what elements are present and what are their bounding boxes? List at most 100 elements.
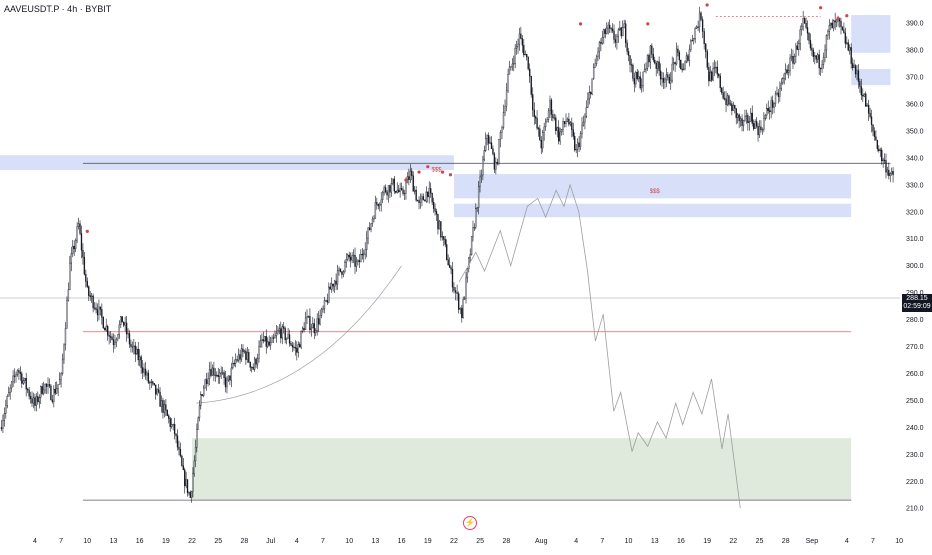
- candle-down: [812, 49, 815, 57]
- candle-up: [682, 68, 685, 71]
- candle-up: [325, 300, 327, 302]
- candle-up: [207, 378, 209, 384]
- candle-down: [818, 54, 820, 69]
- candle-up: [498, 139, 500, 164]
- candle-up: [150, 381, 152, 383]
- candle-down: [648, 55, 650, 63]
- candle-down: [400, 188, 403, 190]
- candle-up: [226, 379, 228, 388]
- candle-down: [29, 395, 32, 399]
- candle-down: [456, 292, 458, 294]
- candle-up: [469, 254, 471, 259]
- candle-up: [370, 223, 372, 231]
- candle-down: [667, 74, 669, 78]
- candle-down: [162, 400, 164, 413]
- candle-down: [451, 268, 454, 288]
- candle-up: [63, 344, 65, 360]
- candle-up: [518, 33, 521, 45]
- candle-down: [539, 128, 541, 141]
- candle-down: [808, 32, 810, 41]
- candle-down: [51, 399, 54, 402]
- candle-down: [851, 63, 854, 69]
- candle-down: [26, 388, 29, 391]
- candle-down: [262, 339, 265, 342]
- candle-up: [483, 150, 485, 161]
- candle-down: [610, 28, 612, 30]
- candle-up: [90, 295, 93, 298]
- candle-up: [297, 344, 299, 353]
- candle-down: [574, 136, 576, 151]
- candle-down: [358, 260, 361, 263]
- candle-up: [12, 375, 14, 383]
- candle-down: [741, 118, 743, 126]
- candle-up: [163, 404, 166, 413]
- candle-up: [690, 40, 692, 51]
- candle-up: [185, 479, 187, 487]
- candle-up: [828, 24, 831, 32]
- candle-down: [83, 256, 86, 275]
- candle-up: [569, 122, 572, 125]
- candle-down: [412, 175, 414, 192]
- candle-down: [144, 368, 147, 376]
- candle-down: [881, 149, 883, 162]
- y-tick-label: 230.0: [906, 452, 924, 459]
- candle-up: [622, 27, 624, 37]
- candle-up: [428, 188, 430, 198]
- candle-up: [322, 308, 324, 310]
- candle-down: [242, 348, 244, 353]
- candle-up: [477, 186, 480, 208]
- candle-up: [597, 51, 599, 58]
- candle-down: [411, 170, 413, 177]
- candle-up: [42, 389, 45, 394]
- candle-down: [252, 366, 254, 370]
- candle-down: [751, 112, 753, 124]
- candle-up: [501, 127, 503, 133]
- candle-down: [654, 59, 656, 64]
- candle-up: [198, 405, 201, 419]
- candle-down: [395, 190, 397, 193]
- x-tick-label: 28: [241, 538, 249, 545]
- candle-down: [255, 358, 257, 365]
- candle-up: [347, 254, 349, 260]
- candle-up: [277, 330, 279, 334]
- candle-down: [520, 33, 522, 39]
- candle-up: [374, 202, 377, 219]
- candle-up: [638, 76, 640, 79]
- candle-up: [475, 208, 477, 228]
- current-price: 288.15: [906, 294, 928, 302]
- candle-down: [157, 389, 160, 393]
- candle-up: [886, 169, 889, 173]
- candle-up: [6, 395, 8, 406]
- candle-up: [694, 27, 696, 39]
- candle-up: [485, 138, 487, 151]
- candle-down: [803, 18, 806, 24]
- candle-up: [336, 270, 339, 285]
- candle-up: [582, 121, 585, 126]
- tradingview-logo-icon: ⚡: [463, 516, 477, 530]
- candle-down: [348, 254, 350, 258]
- x-tick-label: Jul: [266, 538, 275, 545]
- candle-up: [253, 358, 256, 370]
- candle-down: [608, 24, 611, 29]
- candle-down: [108, 335, 110, 337]
- candle-up: [787, 70, 790, 73]
- candle-down: [555, 117, 557, 131]
- candle-down: [611, 28, 614, 32]
- candle-up: [72, 245, 74, 254]
- candle-down: [213, 367, 215, 376]
- candle-down: [869, 113, 871, 117]
- supply-zone: [0, 155, 454, 171]
- candle-up: [795, 45, 797, 57]
- candle-up: [508, 66, 511, 75]
- candle-up: [584, 116, 586, 123]
- x-tick-label: 10: [895, 538, 903, 545]
- candle-up: [251, 366, 253, 369]
- candle-down: [418, 200, 420, 203]
- candle-down: [424, 199, 426, 202]
- candle-up: [814, 55, 816, 57]
- candle-up: [131, 346, 134, 348]
- x-tick-label: 13: [110, 538, 118, 545]
- candle-up: [515, 46, 518, 49]
